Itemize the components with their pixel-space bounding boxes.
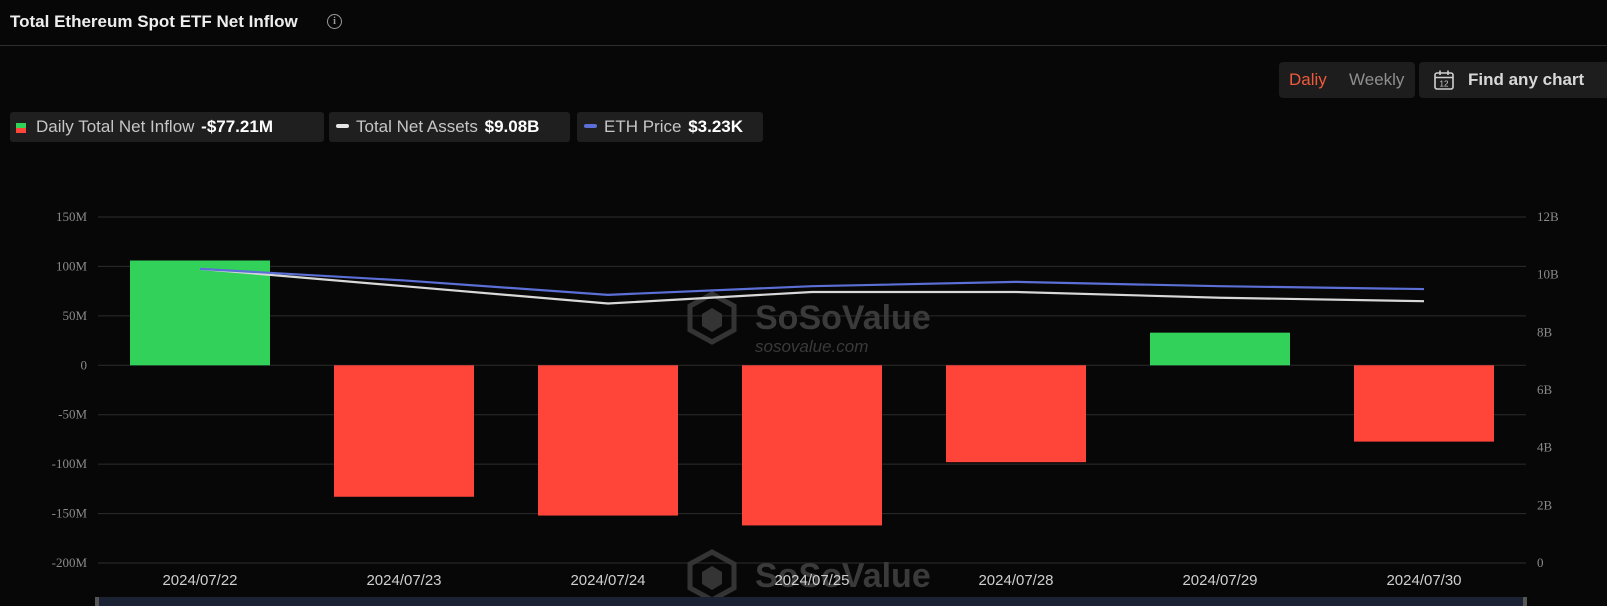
x-tick-label: 2024/07/25 bbox=[774, 572, 849, 589]
legend-label: Daily Total Net Inflow bbox=[36, 117, 195, 136]
y-right-tick-label: 12B bbox=[1537, 209, 1559, 224]
y-right-tick-label: 10B bbox=[1537, 267, 1559, 282]
x-tick-label: 2024/07/22 bbox=[162, 572, 237, 589]
x-tick-label: 2024/07/28 bbox=[978, 572, 1053, 589]
watermark-url: sosovalue.com bbox=[755, 337, 868, 356]
legend-value: $3.23K bbox=[688, 117, 744, 136]
y-left-tick-label: -100M bbox=[52, 456, 88, 471]
bar-net-inflow bbox=[130, 260, 270, 366]
legend-daily-net-inflow[interactable]: Daily Total Net Inflow -$77.21M bbox=[10, 112, 324, 142]
bar-net-inflow bbox=[742, 365, 882, 526]
legend-label: ETH Price bbox=[604, 117, 682, 136]
y-right-tick-label: 0 bbox=[1537, 555, 1544, 570]
legend-line-swatch bbox=[336, 124, 349, 128]
page-title: Total Ethereum Spot ETF Net Inflow bbox=[10, 12, 298, 31]
y-right-tick-label: 4B bbox=[1537, 440, 1553, 455]
bar-net-inflow bbox=[538, 365, 678, 516]
find-any-chart-label: Find any chart bbox=[1468, 70, 1585, 89]
y-left-tick-label: 0 bbox=[81, 357, 88, 372]
range-handle-right bbox=[1523, 597, 1527, 606]
watermark-logo-icon bbox=[702, 308, 722, 332]
chart-header: Total Ethereum Spot ETF Net Inflow i bbox=[0, 0, 1607, 46]
weekly-tab[interactable]: Weekly bbox=[1349, 70, 1405, 89]
svg-text:12: 12 bbox=[1440, 80, 1449, 89]
range-handle-left bbox=[95, 597, 99, 606]
x-tick-label: 2024/07/24 bbox=[570, 572, 645, 589]
watermark-brand: SoSoValue bbox=[755, 299, 931, 337]
y-right-tick-label: 6B bbox=[1537, 382, 1553, 397]
legend-line-swatch bbox=[584, 124, 597, 128]
y-right-tick-label: 2B bbox=[1537, 497, 1553, 512]
info-icon[interactable]: i bbox=[327, 14, 342, 29]
bar-net-inflow bbox=[1150, 332, 1290, 366]
x-tick-label: 2024/07/29 bbox=[1182, 572, 1257, 589]
y-left-tick-label: -200M bbox=[52, 555, 88, 570]
y-left-tick-label: 150M bbox=[56, 209, 88, 224]
watermark-logo-icon bbox=[687, 291, 737, 345]
daily-tab[interactable]: Daliy bbox=[1289, 70, 1327, 89]
y-left-tick-label: 50M bbox=[62, 308, 87, 323]
y-left-tick-label: 100M bbox=[56, 258, 88, 273]
watermark-logo-icon bbox=[702, 566, 722, 590]
x-tick-label: 2024/07/30 bbox=[1386, 572, 1461, 589]
legend-eth-price[interactable]: ETH Price $3.23K bbox=[577, 112, 763, 142]
x-tick-label: 2024/07/23 bbox=[366, 572, 441, 589]
y-right-tick-label: 8B bbox=[1537, 324, 1553, 339]
bar-net-inflow bbox=[946, 365, 1086, 463]
legend-value: $9.08B bbox=[484, 117, 540, 136]
net-inflow-chart: 150M 100M 50M 0 -50M -100M -150M -200M 12B 10B 8B 6… bbox=[52, 209, 1559, 606]
legend-label: Total Net Assets bbox=[356, 117, 478, 136]
range-slider bbox=[98, 597, 1526, 606]
calendar-icon: 12 bbox=[1434, 70, 1454, 90]
period-toggle: Daliy Weekly bbox=[1279, 62, 1415, 98]
find-any-chart-button[interactable]: 12 Find any chart bbox=[1419, 62, 1607, 98]
legend-value: -$77.21M bbox=[201, 117, 273, 136]
legend-bar-swatch bbox=[16, 123, 26, 133]
watermark-brand: SoSoValue bbox=[755, 557, 931, 595]
bar-net-inflow bbox=[334, 365, 474, 497]
bar-net-inflow bbox=[1354, 365, 1494, 442]
line-total-net-assets bbox=[199, 267, 1425, 305]
y-left-tick-label: -50M bbox=[58, 407, 87, 422]
line-eth-price bbox=[199, 267, 1425, 296]
watermark-logo-icon bbox=[687, 549, 737, 603]
y-left-tick-label: -150M bbox=[52, 506, 88, 521]
legend-total-net-assets[interactable]: Total Net Assets $9.08B bbox=[329, 112, 570, 142]
